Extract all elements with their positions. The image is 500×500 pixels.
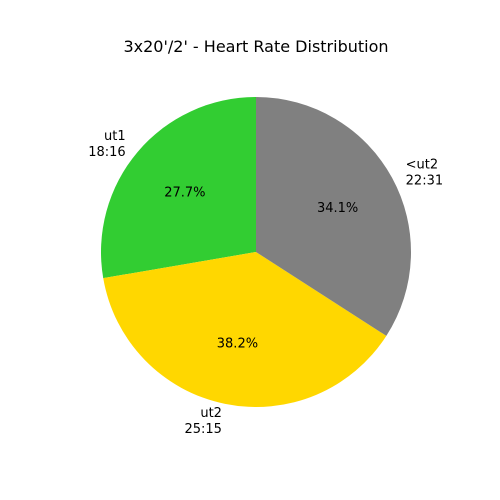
- pie-label-name-ut1-0: ut1: [104, 129, 126, 144]
- pie-label-duration-ut1-0: 18:16: [88, 145, 125, 160]
- pie-slice-ut2-2: [256, 97, 411, 336]
- pie-outer-label-ut2-1: ut2 25:15: [184, 406, 221, 437]
- pie-outer-label-ut1-0: ut1 18:16: [88, 129, 125, 160]
- pie-label-name-ut2-2: <ut2: [406, 157, 439, 172]
- pie-label-duration-ut2-1: 25:15: [184, 422, 221, 437]
- pie-percent-label-ut2-1: 38.2%: [217, 337, 258, 352]
- pie-slices: [101, 97, 411, 407]
- pie-slice-ut1-0: [101, 97, 257, 279]
- pie-labels: 27.7% ut1 18:16 38.2% ut2 25:15 34.1% <ut2 22:31: [88, 129, 443, 437]
- pie-label-duration-ut2-2: 22:31: [406, 173, 443, 188]
- pie-percent-label-ut2-2: 34.1%: [317, 201, 358, 216]
- pie-percent-label-ut1-0: 27.7%: [164, 186, 205, 201]
- pie-outer-label-ut2-2: <ut2 22:31: [406, 157, 443, 188]
- pie-slice-ut2-1: [103, 252, 387, 407]
- chart-title: 3x20'/2' - Heart Rate Distribution: [123, 37, 388, 56]
- pie-label-name-ut2-1: ut2: [200, 406, 222, 421]
